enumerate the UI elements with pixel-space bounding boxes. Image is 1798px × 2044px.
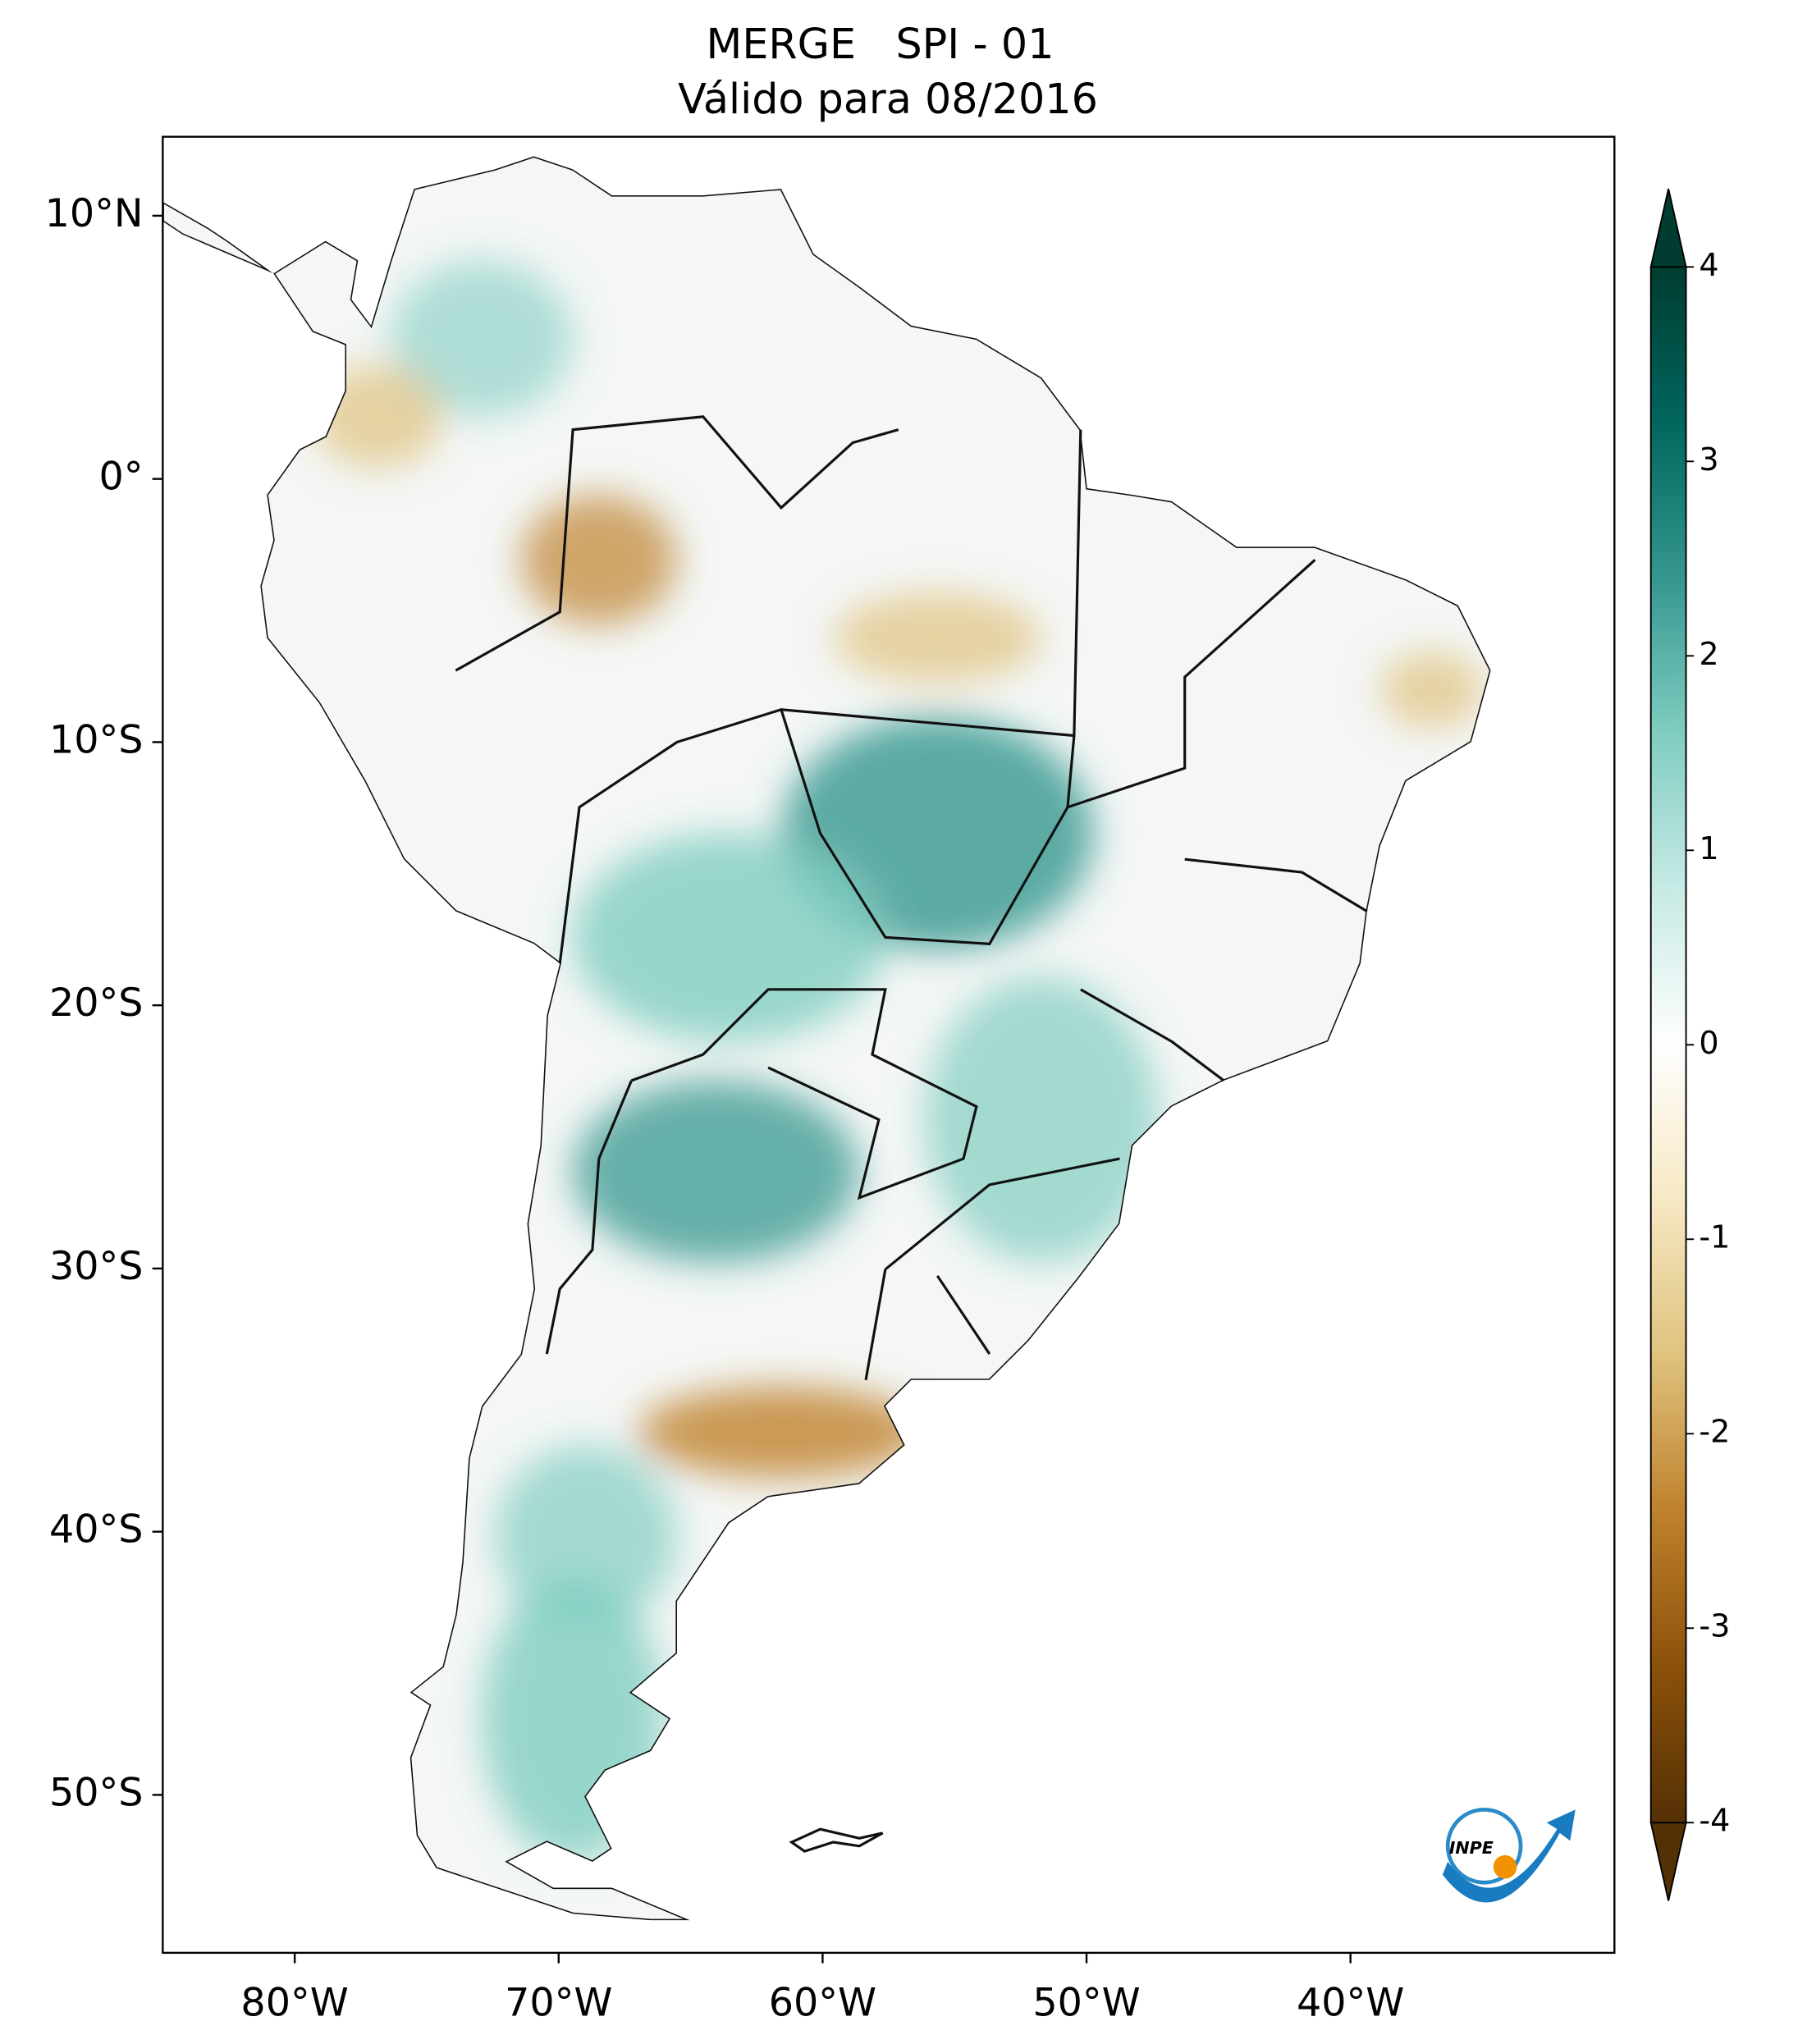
dry-area	[312, 364, 443, 469]
x-tick-label: 70°W	[505, 1980, 612, 2025]
colorbar-tick-label: 1	[1699, 830, 1718, 867]
spi-field	[162, 156, 1491, 1921]
border	[780, 709, 1076, 945]
subtitle: Válido para 08/2016	[678, 75, 1098, 123]
y-tick-label: 30°S	[49, 1244, 144, 1289]
y-tick-label: 20°S	[49, 981, 144, 1026]
colorbar-tick-label: 3	[1699, 441, 1718, 478]
wet-area	[390, 260, 574, 417]
logo-text: INPE	[1449, 1838, 1494, 1858]
logo-swoosh	[1442, 1809, 1576, 1903]
border	[1067, 559, 1368, 1082]
y-tick-label: 50°S	[49, 1770, 144, 1815]
colorbar-tick-label: -4	[1699, 1803, 1730, 1839]
x-tick-label: 50°W	[1032, 1980, 1140, 2025]
wet-area	[924, 976, 1160, 1264]
inpe-logo: INPE	[1442, 1807, 1576, 1903]
wet-area	[573, 1080, 860, 1264]
y-tick-label: 40°S	[49, 1507, 144, 1552]
colorbar-tick-label: 4	[1699, 247, 1718, 283]
title: MERGE SPI - 01	[707, 20, 1055, 68]
colorbar-tick-label: -3	[1699, 1608, 1730, 1644]
y-tick-label: 10°S	[49, 717, 144, 762]
colorbar-tick-label: 2	[1699, 636, 1718, 672]
logo-dot	[1493, 1854, 1517, 1879]
wet-area	[494, 1445, 677, 1628]
border	[864, 1157, 1120, 1381]
dry-area	[1379, 651, 1485, 729]
x-tick-label: 60°W	[769, 1980, 876, 2025]
colorbar-tick-label: -2	[1699, 1414, 1730, 1450]
border	[630, 988, 978, 1200]
border	[558, 429, 1082, 964]
colorbar-extend-max	[1649, 188, 1687, 268]
colorbar-body	[1649, 266, 1687, 1824]
borders	[455, 415, 1368, 1853]
x-tick-label: 40°W	[1297, 1980, 1404, 2025]
colorbar: -4 -3 -2 -1 0 1 2 3 4	[1649, 188, 1730, 1901]
y-tick-label: 10°N	[45, 191, 144, 236]
logo-ring	[1445, 1807, 1523, 1885]
dry-area	[638, 1386, 925, 1478]
colorbar-extend-min	[1649, 1822, 1687, 1901]
border	[545, 1080, 633, 1355]
colorbar-tick-label: -1	[1699, 1219, 1730, 1255]
plot-frame	[162, 135, 1616, 1955]
border	[455, 415, 899, 672]
y-tick-label: 0°	[98, 455, 143, 500]
x-tick-label: 80°W	[240, 1980, 348, 2025]
dry-area	[520, 494, 677, 625]
dry-area	[833, 592, 1042, 684]
colorbar-tick-label: 0	[1699, 1025, 1718, 1061]
falklands	[789, 1827, 884, 1853]
